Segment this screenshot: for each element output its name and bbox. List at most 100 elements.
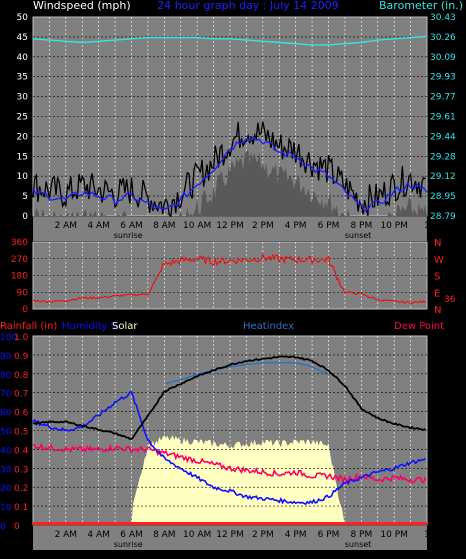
wind-tick-label: 0: [22, 212, 28, 222]
wind-tick-label: 20: [17, 132, 29, 142]
wind-tick-label: 40: [17, 53, 29, 63]
compass-tick-label: S: [434, 272, 440, 283]
sunset-label-bottom: sunset: [345, 540, 372, 549]
time-tick-label-bottom: 2 AM: [55, 530, 78, 540]
humidity-tick-label: 100: [0, 333, 17, 343]
barometer-line: [32, 35, 428, 46]
humidity-tick-label: 30: [0, 465, 12, 475]
compass-tick-label: W: [434, 255, 444, 266]
humidity-line: [32, 391, 426, 506]
wind-tick-label: 50: [17, 13, 29, 23]
barometer-tick-label: 28.95: [430, 192, 456, 202]
time-tick-label: 4 PM: [285, 221, 307, 231]
legend-label: Solar: [112, 321, 138, 332]
legend-label: Heatindex: [243, 321, 294, 332]
direction-tick-label: 360: [11, 238, 28, 248]
direction-side-label: 36: [444, 295, 456, 305]
wind-minimum-area: [33, 148, 427, 216]
time-tick-label: 1: [424, 221, 430, 231]
windspeed-axis-label: Windspeed (mph): [33, 0, 131, 12]
humidity-tick-label: 60: [0, 409, 12, 419]
time-tick-label-bottom: 12 PM: [216, 530, 244, 540]
sunset-label: sunset: [345, 231, 372, 240]
panels: [32, 16, 428, 550]
barometer-tick-label: 28.79: [430, 212, 456, 222]
rain-tick-label: 1.0: [14, 333, 29, 343]
time-tick-label-bottom: 4 PM: [285, 530, 307, 540]
temperature-tick-label: 74: [446, 390, 458, 400]
rain-tick-label: 0.1: [14, 503, 28, 513]
barometer-tick-label: 30.26: [430, 33, 456, 43]
humidity-tick-label: 80: [0, 371, 12, 381]
time-tick-label: 8 PM: [350, 221, 372, 231]
temperature-tick-label: 34: [446, 465, 458, 475]
barometer-tick-label: 29.77: [430, 93, 456, 103]
time-tick-label: 8 AM: [153, 221, 176, 231]
direction-tick-label: 270: [11, 255, 28, 265]
temperature-tick-label: 64: [446, 409, 458, 419]
wind-direction-line: [32, 252, 426, 305]
compass-tick-label: N: [434, 305, 441, 316]
time-tick-label-bottom: 1: [424, 530, 430, 540]
time-tick-label: 12 PM: [216, 221, 244, 231]
barometer-tick-label: 29.12: [430, 172, 456, 182]
direction-tick-label: 180: [11, 272, 28, 282]
time-tick-label-bottom: 10 PM: [380, 530, 408, 540]
wind-gust-line: [32, 121, 426, 218]
humidity-tick-label: 40: [0, 446, 12, 456]
temperature-tick-label: 44: [446, 446, 458, 456]
chart-title: 24 hour graph day : July 14 2009: [157, 0, 339, 12]
barometer-tick-label: 29.61: [430, 113, 456, 123]
legend-label: Humidity %: [62, 321, 120, 332]
barometer-tick-label: 29.44: [430, 132, 456, 142]
humidity-tick-label: 70: [0, 390, 12, 400]
wind-tick-label: 30: [17, 93, 29, 103]
rain-tick-label: 0.3: [14, 465, 28, 475]
time-tick-label-bottom: 10 AM: [183, 530, 211, 540]
rain-tick-label: 0.6: [14, 409, 29, 419]
temperature-tick-label: 104: [446, 333, 463, 343]
rain-tick-label: 0: [14, 522, 20, 532]
rain-tick-label: 0.9: [14, 352, 29, 362]
time-tick-label: 10 PM: [380, 221, 408, 231]
legend-label: Temperature (°F): [311, 321, 397, 332]
compass-tick-label: N: [434, 238, 441, 249]
temperature-tick-label: 54: [446, 428, 458, 438]
humidity-tick-label: 20: [0, 484, 12, 494]
humidity-tick-label: 90: [0, 352, 12, 362]
direction-tick-label: 90: [17, 288, 29, 298]
time-tick-label: 6 PM: [318, 221, 340, 231]
time-tick-label: 4 AM: [87, 221, 110, 231]
temperature-tick-label: 5: [446, 522, 452, 532]
wind-tick-label: 15: [17, 152, 28, 162]
rain-tick-label: 0.2: [14, 484, 28, 494]
barometer-tick-label: 30.09: [430, 53, 456, 63]
time-tick-label: 2 PM: [252, 221, 274, 231]
rain-tick-label: 0.5: [14, 428, 28, 438]
wind-tick-label: 25: [17, 113, 28, 123]
humidity-tick-label: 10: [0, 503, 12, 513]
barometer-tick-label: 29.28: [430, 152, 456, 162]
humidity-tick-label: 50: [0, 428, 12, 438]
legend-label: Rainfall (in): [0, 321, 57, 332]
time-axis-band-bottom: [33, 526, 427, 550]
time-tick-label: 6 AM: [120, 221, 143, 231]
time-tick-label-bottom: 6 PM: [318, 530, 340, 540]
rain-tick-label: 0.7: [14, 390, 28, 400]
barometer-axis-label: Barometer (in.): [379, 0, 463, 12]
time-tick-label-bottom: 2 PM: [252, 530, 274, 540]
sunrise-label-bottom: sunrise: [114, 540, 143, 549]
dewpoint-line: [32, 442, 427, 485]
rain-tick-label: 0.8: [14, 371, 29, 381]
time-axis-band: [33, 217, 427, 241]
humidity-tick-label: 0: [0, 522, 6, 532]
time-tick-label-bottom: 6 AM: [120, 530, 143, 540]
labels: Windspeed (mph) 24 hour graph day : July…: [0, 0, 463, 549]
time-tick-label-bottom: 8 AM: [153, 530, 176, 540]
time-tick-label-bottom: 8 PM: [350, 530, 372, 540]
temperature-tick-label: 14: [446, 503, 458, 513]
rainfall-bar: [33, 522, 427, 525]
wind-tick-label: 5: [22, 192, 28, 202]
